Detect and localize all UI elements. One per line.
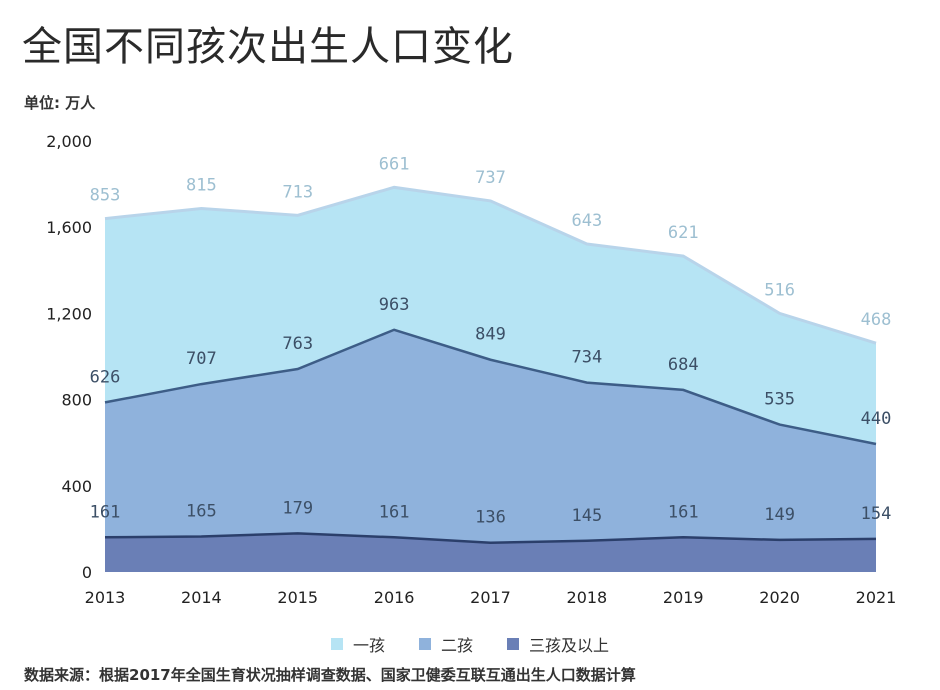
legend-swatch-third-plus — [507, 638, 519, 650]
legend-label-third-plus: 三孩及以上 — [529, 636, 610, 655]
data-label-third-plus: 165 — [186, 501, 217, 521]
x-tick-label: 2018 — [567, 588, 608, 607]
x-tick-label: 2020 — [759, 588, 800, 607]
source-note: 数据来源：根据2017年全国生育状况抽样调查数据、国家卫健委互联互通出生人口数据… — [24, 666, 636, 684]
y-tick-label: 2,000 — [46, 132, 92, 151]
data-label-third-plus: 136 — [475, 508, 506, 528]
data-label-first-child: 643 — [572, 211, 603, 231]
data-label-second-child: 626 — [90, 367, 121, 387]
data-label-first-child: 737 — [475, 168, 506, 188]
data-label-second-child: 440 — [861, 409, 892, 429]
legend-swatch-second-child — [418, 638, 431, 650]
y-axis: 0 400 800 1,200 1,600 2,000 — [46, 132, 92, 582]
y-tick-label: 400 — [61, 477, 92, 496]
x-tick-label: 2019 — [663, 588, 704, 607]
x-axis: 2013 2014 2015 2016 2017 2018 2019 2020 2021 — [85, 588, 897, 607]
legend-label-first-child: 一孩 — [352, 636, 385, 655]
data-label-third-plus: 145 — [572, 506, 603, 526]
legend-item-first-child: 一孩 — [330, 632, 385, 656]
data-label-first-child: 621 — [668, 223, 699, 243]
unit-label: 单位: 万人 — [24, 94, 96, 112]
area-first-child — [105, 187, 876, 444]
y-tick-label: 1,600 — [46, 218, 92, 237]
x-tick-label: 2014 — [181, 588, 222, 607]
x-tick-label: 2016 — [374, 588, 415, 607]
area-layer — [105, 187, 876, 572]
line-layer — [104, 185, 877, 544]
data-label-second-child: 849 — [475, 325, 506, 345]
x-tick-label: 2013 — [85, 588, 126, 607]
chart-title: 全国不同孩次出生人口变化 — [22, 24, 514, 70]
data-label-third-plus: 161 — [668, 502, 699, 522]
data-label-third-plus: 161 — [379, 502, 410, 522]
data-label-second-child: 707 — [186, 349, 217, 369]
y-tick-label: 800 — [61, 391, 92, 410]
data-label-third-plus: 149 — [764, 505, 795, 525]
data-label-second-child: 684 — [668, 355, 699, 375]
data-label-second-child: 734 — [572, 348, 603, 368]
legend-swatch-first-child — [330, 638, 343, 650]
legend-item-third-plus: 三孩及以上 — [507, 632, 609, 656]
data-label-third-plus: 154 — [861, 504, 892, 524]
y-tick-label: 0 — [82, 563, 92, 582]
x-tick-label: 2015 — [277, 588, 318, 607]
data-label-second-child: 535 — [764, 390, 795, 410]
x-tick-label: 2021 — [856, 588, 897, 607]
data-label-first-child: 661 — [379, 154, 410, 174]
legend: 一孩 二孩 三孩及以上 — [0, 632, 940, 656]
area-third-plus — [105, 533, 876, 572]
data-label-layer: 853 626 161 815 707 165 713 763 179 661 963 161 737 8… — [90, 154, 892, 527]
line-first-child-top — [104, 185, 877, 345]
data-label-first-child: 468 — [861, 310, 892, 330]
data-label-third-plus: 161 — [90, 502, 121, 522]
data-label-second-child: 963 — [379, 295, 410, 315]
line-second-child-top — [104, 328, 877, 446]
x-tick-label: 2017 — [470, 588, 511, 607]
legend-label-second-child: 二孩 — [440, 636, 473, 655]
data-label-third-plus: 179 — [282, 498, 313, 518]
y-tick-label: 1,200 — [46, 304, 92, 323]
legend-item-second-child: 二孩 — [418, 632, 473, 656]
line-third-plus-top — [104, 532, 877, 544]
data-label-first-child: 853 — [90, 186, 121, 206]
area-second-child — [105, 329, 876, 543]
data-label-first-child: 815 — [186, 175, 217, 195]
data-label-first-child: 713 — [282, 182, 313, 202]
data-label-second-child: 763 — [282, 334, 313, 354]
data-label-first-child: 516 — [764, 280, 795, 300]
